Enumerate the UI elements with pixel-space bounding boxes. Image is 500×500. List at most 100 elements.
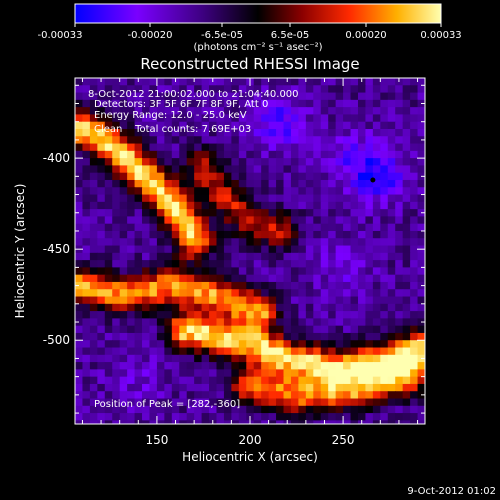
- heatmap-cell: [104, 289, 113, 298]
- heatmap-cell: [164, 216, 173, 225]
- heatmap-cell: [380, 85, 389, 94]
- heatmap-cell: [104, 92, 113, 101]
- heatmap-cell: [343, 179, 352, 188]
- heatmap-cell: [112, 99, 121, 108]
- heatmap-cell: [365, 311, 374, 319]
- heatmap-cell: [201, 245, 210, 254]
- heatmap-cell: [298, 260, 307, 268]
- heatmap-cell: [97, 398, 106, 407]
- heatmap-cell: [365, 362, 374, 370]
- heatmap-cell: [350, 143, 359, 152]
- heatmap-cell: [283, 274, 292, 283]
- heatmap-cell: [357, 252, 367, 261]
- heatmap-cell: [89, 143, 98, 152]
- heatmap-cell: [97, 303, 106, 312]
- heatmap-cell: [238, 230, 247, 239]
- heatmap-cell: [313, 245, 322, 254]
- heatmap-cell: [410, 230, 419, 239]
- heatmap-cell: [238, 78, 247, 86]
- heatmap-cell: [179, 223, 188, 232]
- heatmap-cell: [119, 158, 128, 167]
- heatmap-cell: [417, 260, 425, 268]
- heatmap-cell: [268, 201, 277, 210]
- heatmap-cell: [223, 398, 232, 407]
- heatmap-cell: [365, 194, 374, 203]
- heatmap-cell: [283, 369, 292, 378]
- heatmap-cell: [201, 267, 210, 276]
- heatmap-cell: [104, 158, 113, 167]
- heatmap-cell: [186, 143, 195, 152]
- heatmap-cell: [313, 107, 322, 116]
- heatmap-cell: [350, 136, 359, 145]
- heatmap-cell: [127, 311, 136, 319]
- heatmap-cell: [410, 303, 419, 312]
- heatmap-cell: [127, 128, 136, 137]
- heatmap-cell: [231, 238, 240, 247]
- heatmap-cell: [104, 172, 113, 181]
- heatmap-cell: [387, 121, 396, 130]
- heatmap-cell: [238, 245, 247, 254]
- heatmap-cell: [350, 187, 359, 196]
- heatmap-cell: [134, 172, 143, 181]
- heatmap-cell: [186, 260, 195, 268]
- heatmap-cell: [164, 172, 173, 181]
- heatmap-cell: [209, 289, 218, 298]
- heatmap-cell: [410, 85, 419, 94]
- heatmap-cell: [179, 238, 188, 247]
- heatmap-cell: [164, 128, 173, 137]
- heatmap-cell: [186, 332, 195, 341]
- heatmap-cell: [283, 172, 292, 181]
- heatmap-cell: [186, 179, 195, 188]
- heatmap-cell: [410, 150, 419, 159]
- heatmap-cell: [350, 274, 359, 283]
- heatmap-cell: [171, 318, 180, 327]
- heatmap-cell: [357, 230, 367, 239]
- heatmap-cell: [290, 311, 300, 319]
- heatmap-cell: [261, 238, 270, 247]
- heatmap-cell: [164, 420, 173, 424]
- heatmap-cell: [380, 376, 389, 385]
- heatmap-cell: [194, 194, 203, 203]
- heatmap-cell: [112, 143, 121, 152]
- heatmap-cell: [127, 216, 136, 225]
- heatmap-cell: [290, 107, 300, 116]
- heatmap-cell: [417, 150, 425, 159]
- heatmap-cell: [104, 230, 113, 239]
- heatmap-cell: [156, 252, 165, 261]
- heatmap-cell: [313, 172, 322, 181]
- heatmap-cell: [305, 107, 314, 116]
- heatmap-cell: [149, 289, 158, 298]
- heatmap-cell: [75, 216, 84, 225]
- heatmap-cell: [410, 209, 419, 217]
- heatmap-cell: [194, 318, 203, 327]
- heatmap-cell: [223, 201, 232, 210]
- heatmap-cell: [387, 362, 396, 370]
- heatmap-cell: [305, 165, 314, 174]
- heatmap-cell: [119, 413, 128, 421]
- heatmap-cell: [276, 398, 285, 407]
- heatmap-cell: [216, 92, 225, 101]
- heatmap-cell: [231, 347, 240, 356]
- heatmap-cell: [82, 391, 91, 400]
- heatmap-cell: [328, 179, 337, 188]
- heatmap-cell: [194, 369, 203, 378]
- heatmap-cell: [335, 413, 344, 421]
- heatmap-cell: [209, 187, 218, 196]
- heatmap-cell: [156, 107, 165, 116]
- heatmap-cell: [156, 405, 165, 414]
- heatmap-cell: [231, 303, 240, 312]
- heatmap-cell: [410, 216, 419, 225]
- heatmap-cell: [350, 289, 359, 298]
- heatmap-cell: [112, 369, 121, 378]
- heatmap-cell: [238, 107, 247, 116]
- heatmap-cell: [305, 391, 314, 400]
- heatmap-cell: [328, 107, 337, 116]
- heatmap-cell: [402, 179, 411, 188]
- heatmap-cell: [372, 201, 381, 210]
- heatmap-cell: [104, 223, 113, 232]
- heatmap-cell: [410, 325, 419, 334]
- heatmap-cell: [127, 223, 136, 232]
- heatmap-cell: [149, 107, 158, 116]
- heatmap-cell: [201, 413, 210, 421]
- heatmap-cell: [216, 420, 225, 424]
